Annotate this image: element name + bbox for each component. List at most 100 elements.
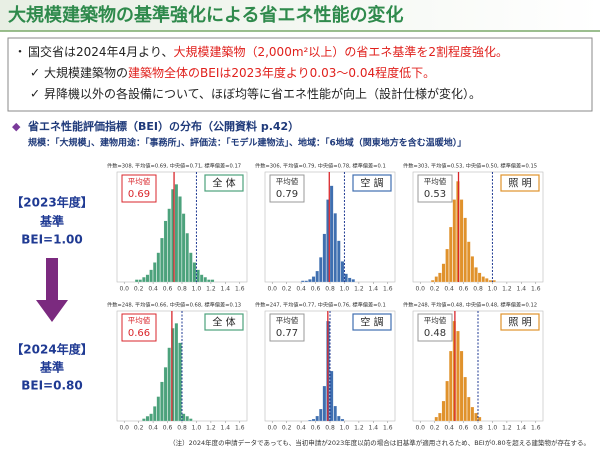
x-tick-label: 0.0	[119, 286, 129, 293]
x-tick-label: 0.0	[267, 425, 277, 432]
mean-value: 0.77	[276, 328, 298, 339]
x-tick-label: 0.8	[473, 425, 483, 432]
histogram-bar	[189, 252, 193, 283]
histogram-bar	[322, 385, 327, 422]
histogram-bar	[441, 400, 446, 422]
histogram-bar	[319, 408, 323, 422]
histogram-bar	[167, 208, 171, 283]
histogram-bar	[163, 220, 168, 283]
histogram-bar	[337, 240, 341, 283]
histogram-bar	[156, 396, 161, 422]
row-standard: 基準	[39, 360, 64, 375]
histogram-bar	[315, 415, 319, 422]
histogram-bar	[445, 248, 449, 283]
x-tick-label: 1.6	[531, 425, 541, 432]
histogram-panel: 件数=306, 平均値=0.79, 中央値=0.78, 標準偏差=0.1 0.0 0…	[255, 162, 396, 293]
x-tick-label: 1.2	[354, 425, 364, 432]
histogram-bar	[322, 233, 327, 283]
bullet-part: 国交省は2024年4月より、	[28, 44, 173, 59]
histogram-bar	[192, 262, 197, 283]
histogram-bar	[434, 276, 438, 283]
histogram-bar	[185, 233, 189, 283]
histogram-bar	[160, 237, 164, 283]
histogram-bar	[207, 279, 211, 283]
x-tick-label: 1.0	[488, 425, 498, 432]
category-box	[204, 313, 244, 331]
x-tick-label: 1.4	[369, 286, 379, 293]
category-label: 全 体	[212, 177, 235, 190]
category-label: 全 体	[212, 316, 235, 329]
histogram-bar	[134, 279, 139, 283]
histogram-panel: 件数=247, 平均値=0.77, 中央値=0.76, 標準偏差=0.1 0.0 0…	[255, 301, 396, 432]
mean-label: 平均値	[128, 176, 151, 186]
section-marker: ◆	[12, 120, 21, 133]
mean-box	[269, 313, 305, 342]
x-tick-label: 0.0	[119, 425, 129, 432]
histogram-bar	[333, 213, 337, 283]
x-tick-label: 0.6	[163, 286, 173, 293]
bullet-part: 昇降機以外の各設備について、ほぼ均等に省エネ性能が向上（設計仕様が変化）。	[44, 86, 481, 101]
histogram-bar	[463, 217, 467, 283]
mean-label: 平均値	[128, 315, 151, 325]
row-standard: 基準	[39, 214, 64, 229]
x-tick-label: 0.6	[311, 286, 321, 293]
mean-box	[121, 313, 157, 342]
histogram-bar	[138, 279, 142, 283]
histogram-bar	[145, 274, 150, 283]
x-tick-label: 0.0	[415, 286, 425, 293]
category-label: 空 調	[360, 316, 383, 329]
mean-box	[417, 174, 453, 203]
histogram-bar	[477, 272, 482, 283]
category-box	[500, 174, 540, 192]
mean-value: 0.69	[128, 189, 150, 200]
x-tick-label: 1.6	[383, 425, 393, 432]
histogram-panel: 件数=248, 平均値=0.66, 中央値=0.68, 標準偏差=0.13 0.0…	[107, 301, 248, 432]
mean-value: 0.48	[424, 328, 446, 339]
histogram-bar	[340, 261, 345, 283]
x-tick-label: 0.4	[148, 425, 158, 432]
x-tick-label: 1.4	[221, 286, 231, 293]
histogram-panel: 件数=308, 平均値=0.69, 中央値=0.71, 標準偏差=0.17 0.0…	[107, 162, 248, 293]
category-box	[204, 174, 244, 192]
histogram-bar	[463, 376, 467, 422]
histogram-bar	[153, 262, 157, 283]
section-heading: 省エネ性能評価指標（BEI）の分布（公開資料 p.42）	[27, 119, 299, 133]
histogram-bar	[441, 263, 446, 283]
histogram-bar	[449, 226, 453, 283]
x-tick-label: 1.2	[206, 286, 216, 293]
histogram-panel: 件数=248, 平均値=0.48, 中央値=0.48, 標準偏差=0.12 0.0…	[403, 301, 544, 432]
x-tick-label: 0.8	[325, 286, 335, 293]
histogram-bar	[163, 367, 168, 422]
x-tick-label: 1.0	[340, 286, 350, 293]
histogram-bar	[449, 350, 453, 422]
histogram-bar	[189, 418, 193, 422]
section-conditions: 規模：「大規模」、建物用途：「事務所」、評価法：「モデル建物法」、地域：「6地域…	[28, 137, 466, 149]
footnote: （注）2024年度の申請データであっても、当初申請が2023年度以前の場合は旧基…	[169, 438, 590, 447]
histogram-bar	[459, 199, 464, 283]
histogram-bar	[311, 418, 316, 422]
histogram-bar	[301, 280, 305, 283]
category-label: 空 調	[360, 177, 383, 190]
x-tick-label: 1.6	[383, 286, 393, 293]
histogram-bar	[445, 380, 449, 422]
x-tick-label: 0.2	[430, 425, 440, 432]
mean-box	[417, 313, 453, 342]
row-year: 【2023年度】	[11, 195, 92, 210]
category-box	[352, 174, 392, 192]
x-tick-label: 1.2	[502, 425, 512, 432]
histogram-bar	[456, 330, 460, 422]
histogram-bar	[329, 185, 334, 283]
mean-box	[121, 174, 157, 203]
x-tick-label: 0.8	[325, 425, 335, 432]
histogram-bar	[142, 277, 146, 283]
x-tick-label: 0.2	[134, 286, 144, 293]
histogram-bar	[430, 280, 435, 283]
x-tick-label: 1.2	[502, 286, 512, 293]
histogram-bar	[459, 350, 464, 422]
x-tick-label: 0.8	[177, 425, 187, 432]
x-tick-label: 0.8	[473, 286, 483, 293]
histogram-bar	[347, 277, 352, 283]
bullet-part: 建築物全体のBEIは2023年度より0.03～0.04程度低下。	[128, 65, 435, 80]
histogram-bar	[210, 279, 215, 283]
